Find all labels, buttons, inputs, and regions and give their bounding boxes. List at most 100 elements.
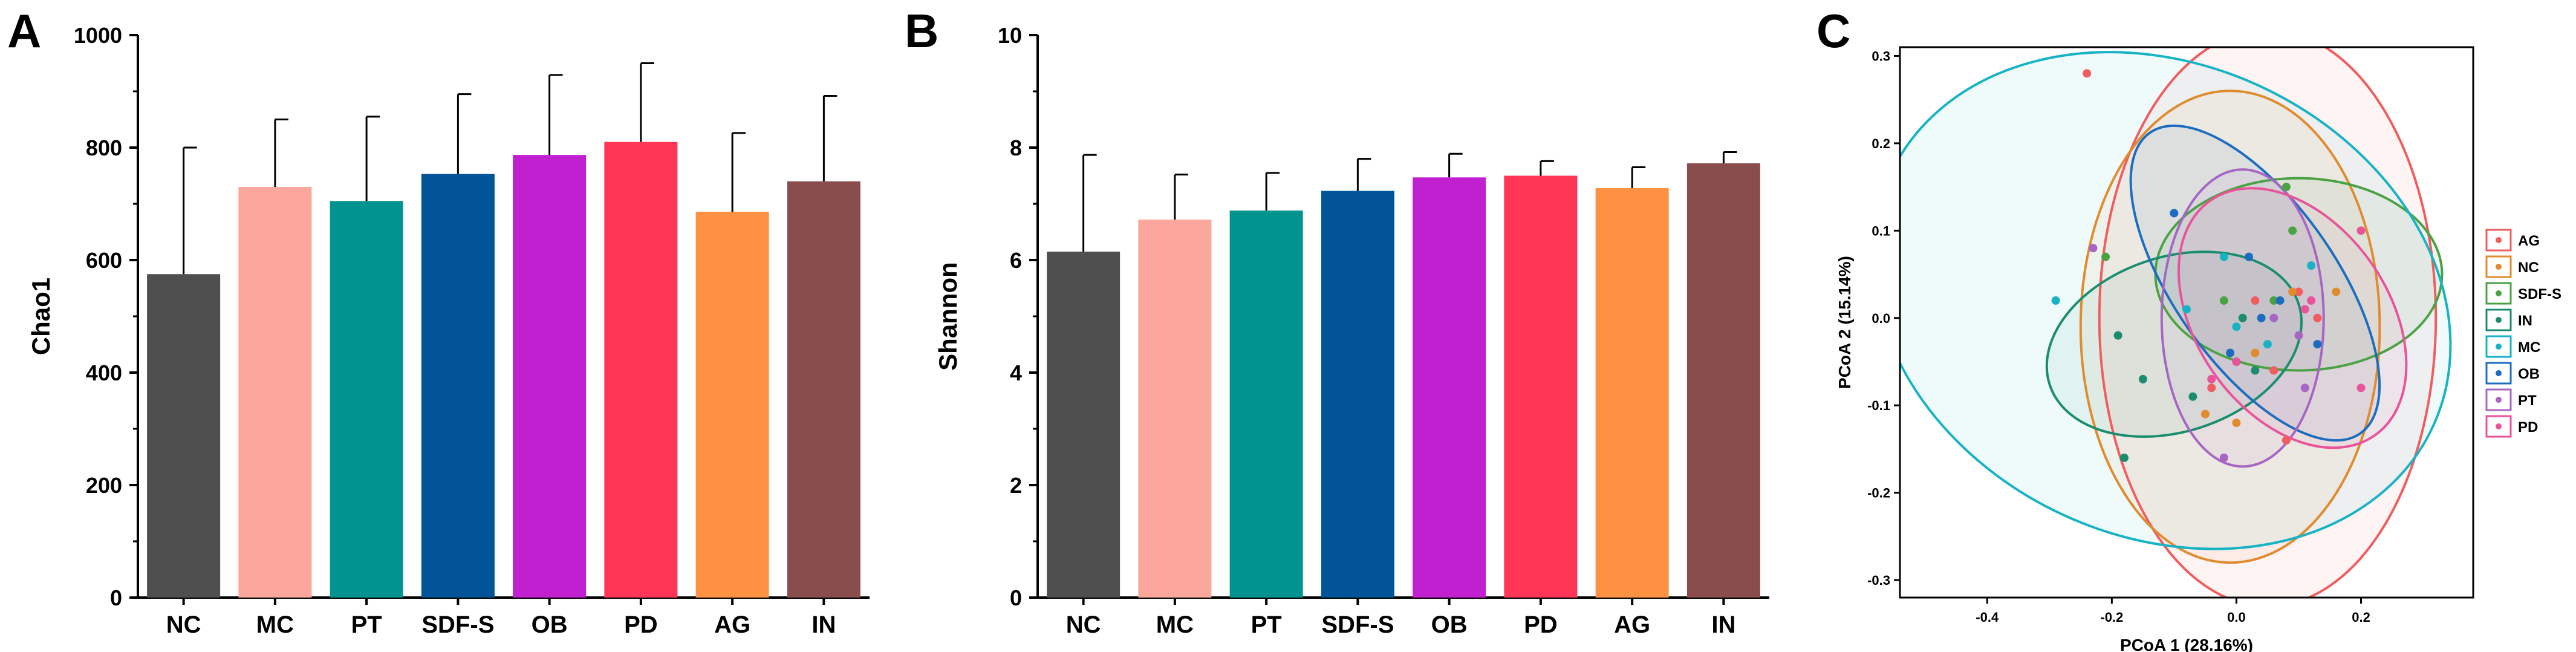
bar-ag xyxy=(1595,187,1669,598)
point-pd xyxy=(2207,374,2216,383)
legend-label-ob: OB xyxy=(2518,366,2540,382)
ellipse-outline-pd xyxy=(2177,187,2408,449)
point-pd xyxy=(2356,226,2366,235)
legend-label-in: IN xyxy=(2518,313,2532,329)
bar-sdf-s xyxy=(1321,191,1394,598)
point-ag xyxy=(2282,436,2291,445)
legend-swatch-nc xyxy=(2485,255,2512,278)
point-pt xyxy=(2300,383,2309,393)
point-sdf-s xyxy=(2282,183,2291,192)
ellipse-outline-mc xyxy=(1900,51,2452,550)
bar-nc xyxy=(147,274,221,598)
y-tick-label: 10 xyxy=(998,23,1022,48)
legend-dot-pt xyxy=(2496,397,2502,403)
point-ob xyxy=(2226,348,2235,357)
y-tick-label: 800 xyxy=(86,135,122,160)
point-pt xyxy=(2089,244,2098,253)
point-mc xyxy=(2307,261,2316,270)
point-in xyxy=(2238,313,2247,322)
y-tick-label: 0 xyxy=(1010,585,1022,610)
legend-swatch-mc xyxy=(2485,335,2512,358)
category-label-ag: AG xyxy=(1614,611,1650,638)
legend-swatch-pt xyxy=(2485,388,2512,411)
bar-ag xyxy=(695,212,769,598)
bar-pd xyxy=(1504,175,1578,598)
legend-swatch-in xyxy=(2485,308,2512,331)
ellipse-fill-in xyxy=(2046,252,2301,437)
point-pd xyxy=(2232,357,2241,366)
legend-swatch-ob xyxy=(2485,362,2512,385)
category-label-pt: PT xyxy=(1251,611,1282,638)
x-tick-label: -0.2 xyxy=(2100,610,2123,625)
y-tick-label: 0.2 xyxy=(1872,136,1890,151)
x-tick-label: 0.0 xyxy=(2227,610,2246,625)
point-ag xyxy=(2269,366,2278,375)
bar-nc xyxy=(1047,252,1120,598)
panel-letter-c: C xyxy=(1817,4,1850,57)
y-tick-label: 0 xyxy=(110,585,122,610)
bar-sdf-s xyxy=(421,174,495,598)
legend-label-mc: MC xyxy=(2518,339,2540,356)
point-pt xyxy=(2219,453,2228,462)
point-nc xyxy=(2251,348,2260,357)
y-axis-title: Shannon xyxy=(934,262,962,371)
point-mc xyxy=(2219,252,2228,261)
point-sdf-s xyxy=(2288,226,2297,235)
point-ag xyxy=(2313,313,2322,322)
ellipse-fill-nc xyxy=(2080,91,2380,563)
point-mc xyxy=(2051,296,2060,305)
y-tick-label: -0.2 xyxy=(1867,486,1890,501)
y-tick-label: 600 xyxy=(86,248,122,273)
ellipse-fill-sdf-s xyxy=(2155,178,2442,371)
legend-label-ag: AG xyxy=(2518,233,2540,249)
legend-dot-in xyxy=(2496,317,2502,323)
point-pd xyxy=(2356,383,2366,393)
y-tick-label: -0.1 xyxy=(1867,398,1890,413)
point-sdf-s xyxy=(2219,296,2228,305)
y-tick-label: 4 xyxy=(1010,360,1022,385)
ellipse-outline-in xyxy=(2045,250,2303,438)
point-nc xyxy=(2288,287,2297,296)
legend-dot-ag xyxy=(2496,237,2502,243)
point-nc xyxy=(2232,419,2241,428)
category-label-mc: MC xyxy=(1156,611,1194,638)
legend-label-nc: NC xyxy=(2518,259,2539,276)
chart-c-pcoa: -0.4 -0.2 0.0 0.2 -0.3 -0.2 -0.1 0.0 0.1 0.2 0.3 PC… xyxy=(1835,46,2561,652)
point-pd xyxy=(2300,305,2309,314)
point-ag xyxy=(2083,69,2092,78)
point-ag xyxy=(2207,383,2216,393)
point-ob xyxy=(2170,209,2179,218)
category-label-ag: AG xyxy=(714,611,750,638)
x-axis-title: PCoA 1 (28.16%) xyxy=(2120,636,2253,652)
category-label-in: IN xyxy=(1711,611,1735,638)
point-in xyxy=(2188,392,2197,401)
legend-dot-mc xyxy=(2496,344,2502,350)
ellipse-fill-pd xyxy=(2178,188,2407,448)
panel-letter-a: A xyxy=(7,4,41,57)
point-mc xyxy=(2182,305,2191,314)
y-tick-label: 400 xyxy=(86,360,122,385)
point-sdf-s xyxy=(2101,252,2110,261)
point-sdf-s xyxy=(2269,296,2278,305)
point-pt xyxy=(2294,331,2303,340)
y-tick-label: 2 xyxy=(1010,473,1022,498)
category-label-pt: PT xyxy=(351,611,382,638)
y-tick-label: -0.3 xyxy=(1867,573,1890,588)
category-label-ob: OB xyxy=(1431,611,1468,638)
bar-in xyxy=(787,181,860,598)
chart-a-chao1: 0 200 400 600 800 1000 Chao1 NC MC PT SDF-S OB PD AG I… xyxy=(27,23,870,638)
point-mc xyxy=(2263,340,2272,349)
panel-letter-b: B xyxy=(905,4,938,57)
bar-ob xyxy=(1413,177,1486,598)
bar-in xyxy=(1686,163,1760,598)
category-label-mc: MC xyxy=(256,611,294,638)
legend-label-pd: PD xyxy=(2518,419,2538,435)
y-tick-label: 0.1 xyxy=(1872,223,1890,238)
point-pd xyxy=(2307,296,2316,305)
point-pt xyxy=(2269,313,2278,322)
category-label-nc: NC xyxy=(166,611,201,638)
legend-dot-nc xyxy=(2496,264,2502,270)
y-tick-label: 6 xyxy=(1010,248,1022,273)
y-tick-label: 1000 xyxy=(74,23,122,48)
legend-swatch-pd xyxy=(2485,415,2512,438)
